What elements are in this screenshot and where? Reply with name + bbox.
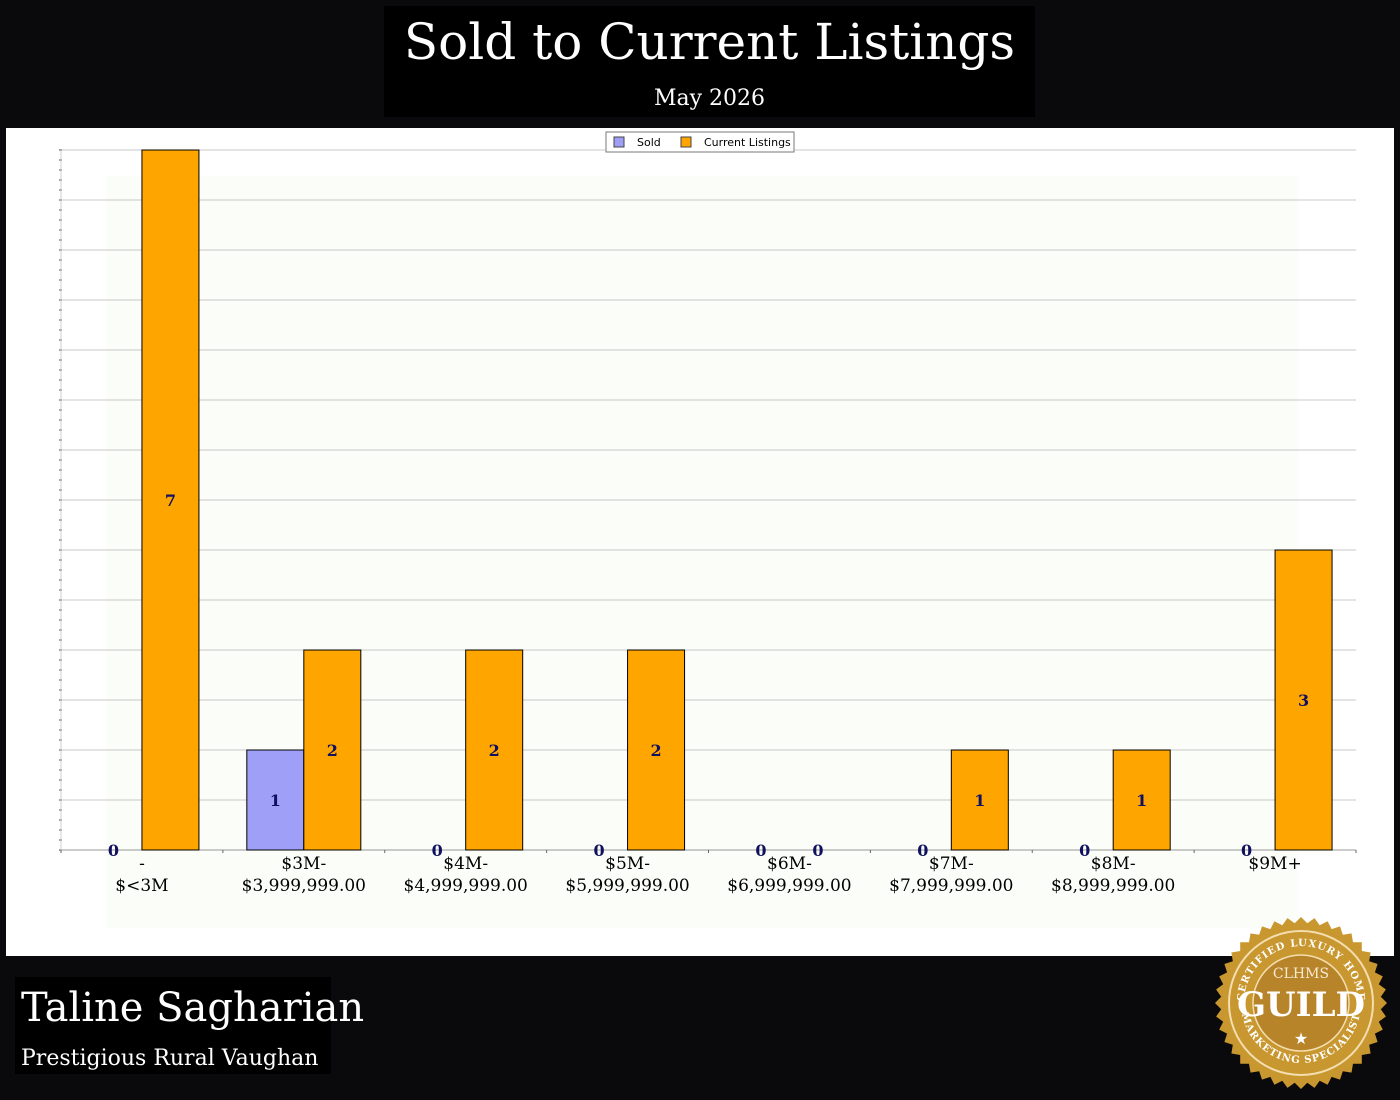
legend-swatch (613, 136, 625, 148)
current-listings-value-label: 7 (165, 491, 176, 510)
x-tick-label: $7,999,999.00 (889, 876, 1013, 896)
x-tick-label: $8,999,999.00 (1051, 876, 1175, 896)
current-listings-bar (303, 649, 362, 851)
title-box: Sold to Current Listings May 2026 (384, 6, 1035, 117)
sold-value-label: 0 (755, 841, 766, 860)
agent-name: Taline Sagharian (21, 985, 365, 1031)
x-tick-label: $5M- (605, 854, 650, 874)
bar-chart: 0 7 -$<3M 1 2 $3M-$3,999,999.00 0 2 $4M-$4,999,9… (59, 131, 1357, 928)
x-tick-label: $<3M (115, 876, 168, 896)
current-listings-value-label: 2 (327, 741, 338, 760)
x-tick-label: $7M- (929, 854, 974, 874)
agent-area: Prestigious Rural Vaughan (21, 1046, 319, 1071)
sold-value-label: 0 (593, 841, 604, 860)
sold-value-label: 0 (1079, 841, 1090, 860)
legend-label: Sold (637, 136, 661, 149)
current-listings-bar (465, 649, 524, 851)
x-tick-label: $6M- (767, 854, 812, 874)
sold-value-label: 0 (108, 841, 119, 860)
x-tick-label: $8M- (1091, 854, 1136, 874)
current-listings-bar (141, 149, 200, 851)
seal-top-text: CLHMS (1273, 966, 1329, 982)
sold-value-label: 1 (270, 791, 281, 810)
sold-value-label: 0 (432, 841, 443, 860)
current-listings-bar (1112, 749, 1171, 851)
x-tick-label: $4M- (443, 854, 488, 874)
current-listings-bar (1274, 549, 1333, 851)
chart-panel: 0 7 - $<3M 1 2 $3M- $3,999,999.00 0 2 $4M- $4,999,9… (6, 128, 1394, 956)
x-tick-label: - (139, 854, 145, 874)
chart-title: Sold to Current Listings (403, 13, 1016, 71)
current-listings-bar (950, 749, 1009, 851)
current-listings-value-label: 0 (812, 841, 823, 860)
x-tick-label: $5,999,999.00 (565, 876, 689, 896)
x-tick-label: $9M+ (1248, 854, 1301, 874)
seal-main-text: GUILD (1237, 985, 1365, 1025)
current-listings-bar (627, 649, 686, 851)
chart-subtitle: May 2026 (653, 86, 766, 111)
legend-box (605, 131, 795, 153)
seal-center (1252, 954, 1350, 1052)
sold-bar (246, 749, 305, 851)
current-listings-value-label: 3 (1298, 691, 1309, 710)
current-listings-value-label: 1 (974, 791, 985, 810)
star-icon: ★ (1294, 1029, 1308, 1048)
legend-label: Current Listings (704, 136, 791, 149)
current-listings-value-label: 2 (650, 741, 661, 760)
current-listings-value-label: 1 (1136, 791, 1147, 810)
sold-value-label: 0 (917, 841, 928, 860)
legend-swatch (680, 136, 692, 148)
x-tick-label: $6,999,999.00 (727, 876, 851, 896)
agent-box: Taline Sagharian Prestigious Rural Vaugh… (15, 977, 364, 1074)
sold-value-label: 0 (1241, 841, 1252, 860)
x-tick-label: $4,999,999.00 (404, 876, 528, 896)
current-listings-value-label: 2 (489, 741, 500, 760)
x-tick-label: $3,999,999.00 (242, 876, 366, 896)
x-tick-label: $3M- (281, 854, 326, 874)
seal-ring (1228, 930, 1374, 1076)
